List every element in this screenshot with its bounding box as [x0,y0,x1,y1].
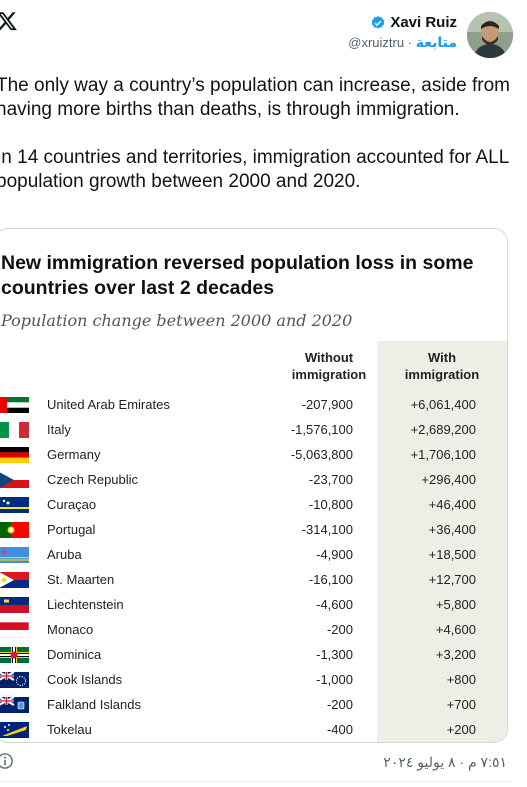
row-with-value: +800 [446,672,476,687]
row-country: Czech Republic [47,472,139,487]
flag-czech-icon [0,472,29,488]
row-without-value: -23,700 [308,472,353,487]
table-row: Cook Islands -1,000 +800 [0,667,507,692]
row-country: United Arab Emirates [47,397,170,412]
table-body: United Arab Emirates -207,900 +6,061,400… [0,392,507,742]
author-handle-row: متابعة · @xruiztru [348,34,457,51]
table-row: Aruba -4,900 +18,500 [0,542,507,567]
row-country: Portugal [47,522,96,537]
row-with-value: +296,400 [421,472,476,487]
flag-tokelau-icon [0,722,29,738]
row-with-value: +2,689,200 [410,422,476,437]
table-row: Monaco -200 +4,600 [0,617,507,642]
row-without-value: -16,100 [308,572,353,587]
table-row: Curaçao -10,800 +46,400 [0,492,507,517]
row-with-value: +36,400 [428,522,476,537]
table-row: Italy -1,576,100 +2,689,200 [0,417,507,442]
row-country: St. Maarten [47,572,115,587]
row-with-value: +6,061,400 [410,397,476,412]
tweet-paragraph-1: The only way a country’s population can … [0,75,510,120]
row-without-value: -4,600 [316,597,353,612]
avatar-image [467,12,513,58]
separator: · [407,35,413,50]
flag-monaco-icon [0,622,29,638]
row-country: Curaçao [47,497,97,512]
row-without-value: -200 [326,697,353,712]
row-country: Aruba [47,547,82,562]
row-country: Cook Islands [47,672,123,687]
flag-cook-islands-icon [0,672,29,688]
row-without-value: -1,000 [316,672,353,687]
flag-italy-icon [0,422,29,438]
table-row: Portugal -314,100 +36,400 [0,517,507,542]
col-header-with: With immigration [387,349,497,383]
row-with-value: +46,400 [428,497,476,512]
flag-dominica-icon [0,647,29,663]
row-without-value: -1,576,100 [290,422,353,437]
chart-subtitle: Population change between 2000 and 2020 [1,311,353,330]
row-with-value: +4,600 [435,622,476,637]
x-logo-icon[interactable] [0,10,18,32]
follow-button[interactable]: متابعة [415,34,457,50]
row-country: Italy [47,422,71,437]
row-without-value: -10,800 [308,497,353,512]
table-row: United Arab Emirates -207,900 +6,061,400 [0,392,507,417]
row-with-value: +3,200 [435,647,476,662]
flag-germany-icon [0,447,29,463]
row-without-value: -314,100 [301,522,353,537]
flag-curacao-icon [0,497,29,513]
col-header-without-line2: immigration [291,367,367,382]
col-header-with-line1: With [427,350,457,365]
author-name[interactable]: Xavi Ruiz [390,14,457,31]
author-handle[interactable]: @xruiztru [348,35,405,50]
row-country: Falkland Islands [47,697,141,712]
row-without-value: -5,063,800 [290,447,353,462]
media-card[interactable]: New immigration reversed population loss… [0,228,508,743]
col-header-without: Without immigration [277,349,381,383]
table-row: St. Maarten -16,100 +12,700 [0,567,507,592]
author-block: Xavi Ruiz متابعة · @xruiztru [348,14,457,51]
flag-aruba-icon [0,547,29,563]
table-row: Falkland Islands -200 +700 [0,692,507,717]
col-header-without-line1: Without [304,350,354,365]
table-row: Germany -5,063,800 +1,706,100 [0,442,507,467]
with-immigration-column-bg [377,341,507,742]
flag-uae-icon [0,397,29,413]
info-icon[interactable] [0,752,14,770]
avatar[interactable] [467,12,513,58]
row-country: Liechtenstein [47,597,124,612]
tweet-text: The only way a country’s population can … [0,74,516,218]
row-without-value: -1,300 [316,647,353,662]
flag-falkland-islands-icon [0,697,29,713]
flag-st-maarten-icon [0,572,29,588]
row-without-value: -200 [326,622,353,637]
row-country: Dominica [47,647,102,662]
divider [0,781,512,782]
row-country: Germany [47,447,101,462]
chart-title: New immigration reversed population loss… [1,252,474,299]
row-with-value: +700 [446,697,476,712]
table-row: Liechtenstein -4,600 +5,800 [0,592,507,617]
row-with-value: +1,706,100 [410,447,476,462]
author-name-row[interactable]: Xavi Ruiz [348,14,457,31]
row-country: Tokelau [47,722,92,737]
row-with-value: +200 [446,722,476,737]
row-with-value: +12,700 [428,572,476,587]
row-without-value: -4,900 [316,547,353,562]
flag-portugal-icon [0,522,29,538]
row-country: Monaco [47,622,94,637]
row-without-value: -207,900 [301,397,353,412]
verified-badge-icon [371,15,385,29]
table-row: Dominica -1,300 +3,200 [0,642,507,667]
tweet-timestamp[interactable]: ٧:٥١ م · ٨ يوليو ٢٠٢٤ [383,754,507,770]
table-row: Czech Republic -23,700 +296,400 [0,467,507,492]
row-with-value: +5,800 [435,597,476,612]
row-with-value: +18,500 [428,547,476,562]
flag-liechtenstein-icon [0,597,29,613]
table-row: Tokelau -400 +200 [0,717,507,742]
tweet-paragraph-2: In 14 countries and territories, immigra… [0,147,509,192]
col-header-with-line2: immigration [404,367,480,382]
row-without-value: -400 [326,722,353,737]
